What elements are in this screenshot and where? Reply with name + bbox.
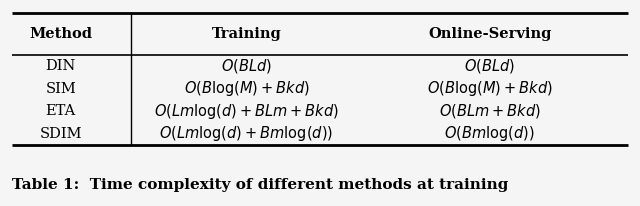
Text: DIN: DIN — [45, 59, 76, 73]
Text: Training: Training — [212, 27, 281, 41]
Text: $O(Lm\log(d) + BLm + Bkd)$: $O(Lm\log(d) + BLm + Bkd)$ — [154, 102, 339, 121]
Text: $O(B\log(M) + Bkd)$: $O(B\log(M) + Bkd)$ — [427, 79, 552, 98]
Text: $O(BLm + Bkd)$: $O(BLm + Bkd)$ — [438, 102, 541, 120]
Text: Table 1:  Time complexity of different methods at training: Table 1: Time complexity of different me… — [12, 178, 508, 192]
Text: $O(Bm\log(d))$: $O(Bm\log(d))$ — [444, 124, 535, 143]
Text: $O(BLd)$: $O(BLd)$ — [221, 57, 272, 75]
Text: $O(B\log(M) + Bkd)$: $O(B\log(M) + Bkd)$ — [184, 79, 309, 98]
Text: SIM: SIM — [45, 82, 76, 96]
Text: Online-Serving: Online-Serving — [428, 27, 551, 41]
Text: SDIM: SDIM — [40, 127, 82, 141]
Text: ETA: ETA — [45, 104, 76, 118]
Text: $O(Lm\log(d) + Bm\log(d))$: $O(Lm\log(d) + Bm\log(d))$ — [159, 124, 333, 143]
Text: Method: Method — [29, 27, 92, 41]
Text: $O(BLd)$: $O(BLd)$ — [464, 57, 515, 75]
